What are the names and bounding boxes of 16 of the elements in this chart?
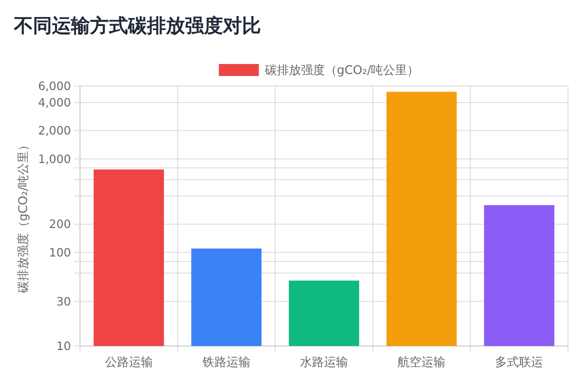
x-tick-label: 铁路运输	[201, 355, 250, 369]
chart-title: 不同运输方式碳排放强度对比	[13, 15, 261, 37]
y-tick-label: 30	[56, 294, 71, 308]
x-tick-label: 多式联运	[495, 355, 544, 369]
y-tick-label: 2,000	[38, 124, 71, 138]
y-tick-label: 4,000	[38, 95, 71, 110]
y-tick-label: 10	[56, 339, 71, 353]
legend-label: 碳排放强度（gCO₂/吨公里）	[264, 63, 420, 77]
x-tick-label: 公路运输	[104, 355, 153, 369]
y-tick-label: 6,000	[38, 79, 71, 93]
x-tick-label: 水路运输	[300, 355, 348, 369]
x-tick-label: 航空运输	[398, 355, 446, 369]
y-tick-label: 100	[49, 245, 71, 260]
y-tick-label: 200	[49, 217, 71, 232]
y-axis-title: 碳排放强度（gCO₂/吨公里）	[16, 138, 30, 294]
y-tick-label: 1,000	[38, 152, 71, 166]
